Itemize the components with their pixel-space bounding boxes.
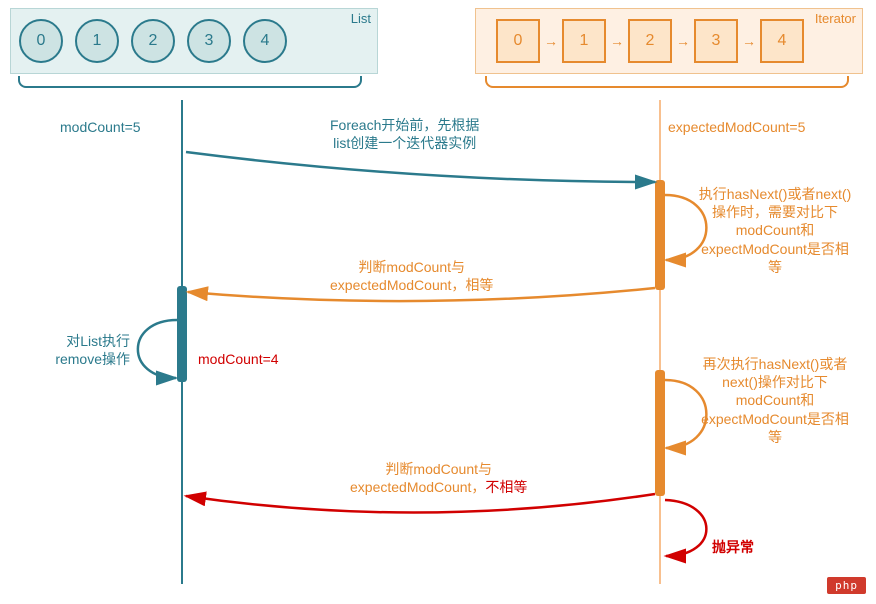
arrow-create-iterator <box>186 152 655 182</box>
iterator-container: Iterator 0 → 1 → 2 → 3 → 4 <box>475 8 863 74</box>
iterator-node: 4 <box>760 19 804 63</box>
msg-compare-not-equal: 判断modCount与 expectedModCount，不相等 <box>350 460 527 496</box>
iterator-node: 2 <box>628 19 672 63</box>
list-node: 2 <box>131 19 175 63</box>
msg-remove: 对List执行remove操作 <box>20 332 130 368</box>
msg-create-iterator: Foreach开始前，先根据list创建一个迭代器实例 <box>330 116 479 152</box>
arrow-icon: → <box>610 33 624 49</box>
list-activation <box>177 286 187 382</box>
modcount-4-label: modCount=4 <box>198 350 279 368</box>
arrow-list-remove <box>138 320 177 378</box>
throw-label: 抛异常 <box>712 538 754 556</box>
list-node: 4 <box>243 19 287 63</box>
list-node: 0 <box>19 19 63 63</box>
iterator-activation <box>655 370 665 496</box>
list-node: 1 <box>75 19 119 63</box>
arrow-compare-not-equal <box>186 494 655 513</box>
list-node: 3 <box>187 19 231 63</box>
list-bracket <box>18 76 362 88</box>
arrow-icon: → <box>544 33 558 49</box>
arrow-icon: → <box>742 33 756 49</box>
msg-has-next-check: 执行hasNext()或者next()操作时，需要对比下modCount和exp… <box>695 185 855 276</box>
modcount-label: modCount=5 <box>60 118 141 136</box>
msg-has-next-check-2: 再次执行hasNext()或者next()操作对比下modCount和expec… <box>695 355 855 446</box>
list-container: List 0 1 2 3 4 <box>10 8 378 74</box>
arrow-icon: → <box>676 33 690 49</box>
iterator-activation <box>655 180 665 290</box>
iterator-lifeline <box>659 100 661 584</box>
expected-modcount-label: expectedModCount=5 <box>668 118 805 136</box>
arrows-overlay <box>0 0 876 604</box>
msg-compare-equal: 判断modCount与 expectedModCount，相等 <box>330 258 493 294</box>
iterator-bracket <box>485 76 849 88</box>
iterator-label: Iterator <box>815 11 856 26</box>
list-label: List <box>351 11 371 26</box>
iterator-node: 1 <box>562 19 606 63</box>
iterator-node: 0 <box>496 19 540 63</box>
watermark: php <box>827 577 866 594</box>
iterator-node: 3 <box>694 19 738 63</box>
arrow-throw <box>665 500 706 556</box>
